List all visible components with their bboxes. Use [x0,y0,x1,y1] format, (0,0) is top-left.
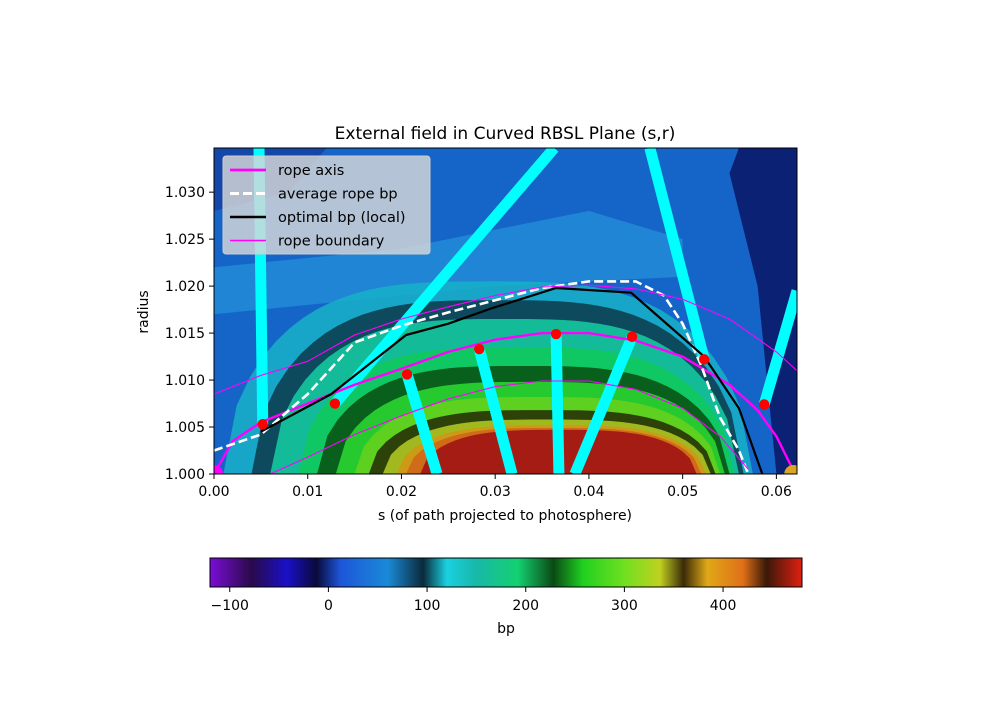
sample-marker [626,331,638,343]
field-line-5 [569,334,638,474]
field-line-7 [758,289,797,407]
sample-marker [699,354,710,365]
x-tick-label: 0.01 [292,484,323,500]
series-line-4 [269,380,749,474]
x-axis-label: s (of path projected to photosphere) [378,508,632,524]
x-tick-label: 0.02 [386,484,417,500]
x-axis: 0.00 0.01 0.02 0.03 0.04 0.05 0.06 [198,474,792,500]
colorbar-tick-label: 300 [611,598,638,614]
y-axis: 1.000 1.005 1.010 1.015 1.020 1.025 1.030 [165,185,214,483]
x-tick-label: 0.05 [667,484,698,500]
colorbar-tick-label: 400 [710,598,737,614]
sample-marker [758,399,770,410]
legend-label-2: optimal bp (local) [278,210,406,226]
field-band [214,210,683,315]
legend-box [222,155,431,255]
x-tick-label: 0.03 [480,484,511,500]
legend-label-0: rope axis [278,163,344,179]
field-line-6 [644,148,710,361]
heatmap-field [214,148,797,474]
field-line-4 [550,333,565,474]
colorbar-tick-label: 0 [324,598,333,614]
plot-area [214,148,797,474]
field-line-3 [473,347,518,474]
sample-marker [401,369,413,380]
field-band [729,148,797,474]
colorbar: −100 0 100 200 300 400 bp [209,557,803,637]
colorbar-label: bp [497,621,515,637]
y-tick-label: 1.020 [165,279,205,295]
series-line-2 [260,286,764,474]
legend-label-1: average rope bp [278,187,398,203]
field-line-2 [401,372,443,474]
plot-frame [213,147,798,475]
sample-marker [329,398,341,409]
legend: rope axis average rope bp optimal bp (loca… [222,155,431,255]
y-tick-label: 1.005 [165,420,205,436]
y-tick-label: 1.025 [165,232,205,248]
marker-layer [214,328,797,474]
series-line-1 [214,280,750,474]
x-tick-label: 0.06 [761,484,792,500]
sample-marker [550,328,562,340]
y-tick-label: 1.015 [165,326,205,342]
series-layer [214,280,797,474]
legend-label-3: rope boundary [278,234,385,250]
x-tick-label: 0.00 [198,484,229,500]
sample-marker [474,343,485,355]
colorbar-tick-label: −100 [211,598,249,614]
colorbar-ticks: −100 0 100 200 300 400 [211,587,737,614]
y-tick-label: 1.010 [165,373,205,389]
y-tick-label: 1.030 [165,185,205,201]
y-tick-label: 1.000 [165,467,205,483]
endpoint-marker-1 [784,465,797,474]
series-line-3 [214,284,797,395]
chart-title: External field in Curved RBSL Plane (s,r… [335,124,676,144]
y-axis-label: radius [136,290,152,333]
x-tick-label: 0.04 [573,484,604,500]
colorbar-bar [209,557,803,588]
colorbar-tick-label: 200 [512,598,539,614]
colorbar-tick-label: 100 [414,598,441,614]
endpoint-marker-0 [214,465,223,474]
sample-marker [257,419,268,430]
